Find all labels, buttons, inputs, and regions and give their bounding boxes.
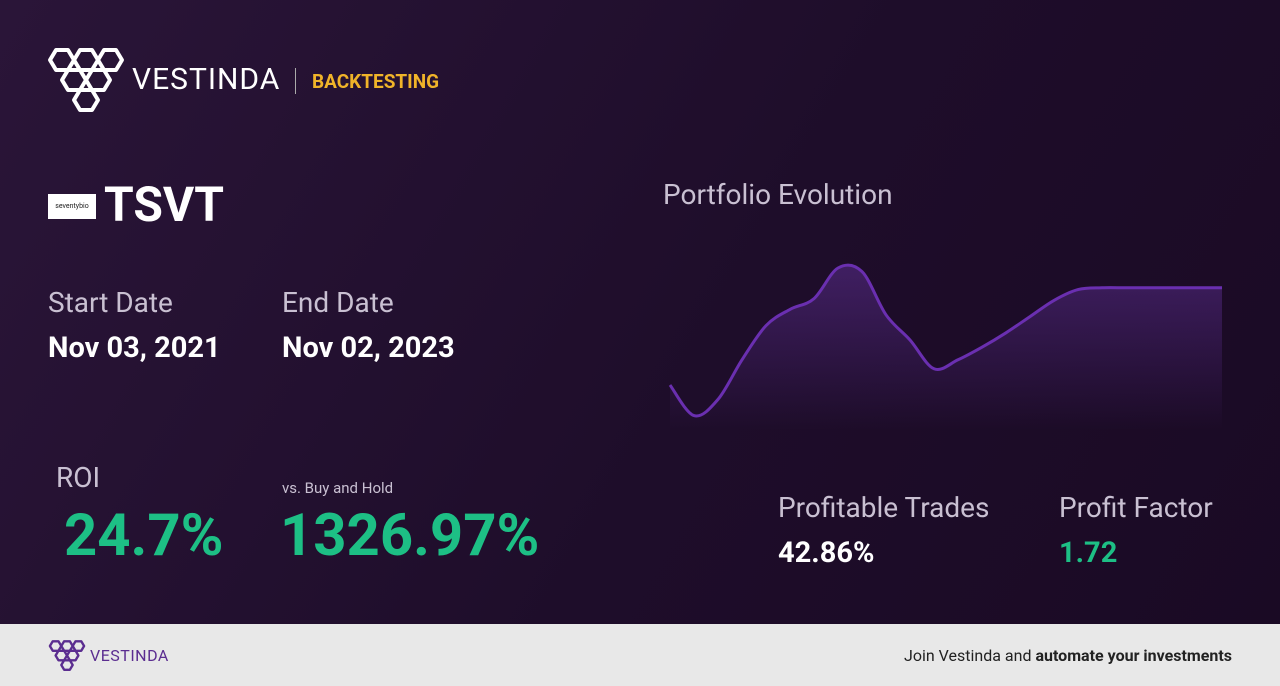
section-label: BACKTESTING	[312, 70, 440, 93]
divider	[295, 68, 296, 94]
start-date: Nov 03, 2021	[48, 331, 221, 365]
footer-cta-bold: automate your investments	[1035, 646, 1232, 665]
end-date-label: End Date	[282, 286, 394, 319]
brand-name: VESTINDA	[132, 62, 281, 97]
chart-title: Portfolio Evolution	[663, 178, 893, 211]
footer: VESTINDA Join Vestinda and automate your…	[0, 624, 1280, 686]
ticker: TSVT	[104, 176, 225, 233]
footer-cta: Join Vestinda and automate your investme…	[904, 646, 1232, 665]
roi-value: 24.7%	[64, 502, 224, 570]
profitable-trades: 42.86%	[778, 536, 875, 570]
line	[668, 263, 1222, 418]
bh-value: 1326.97%	[280, 502, 540, 570]
profit-factor-label: Profit Factor	[1059, 491, 1213, 524]
bh-label: vs. Buy and Hold	[282, 479, 394, 497]
profitable-trades-label: Profitable Trades	[778, 491, 990, 524]
ticker-logo: seventybio	[48, 194, 96, 219]
area	[670, 265, 1222, 430]
start-date-label: Start Date	[48, 286, 173, 319]
end-date: Nov 02, 2023	[282, 331, 455, 365]
footer-cta-text: Join Vestinda and	[904, 646, 1032, 665]
footer-brand: VESTINDA	[90, 646, 169, 665]
roi-label: ROI	[56, 461, 101, 494]
footer-logo-icon	[48, 640, 86, 671]
brand-logo-icon	[48, 48, 124, 112]
profit-factor: 1.72	[1059, 536, 1118, 570]
